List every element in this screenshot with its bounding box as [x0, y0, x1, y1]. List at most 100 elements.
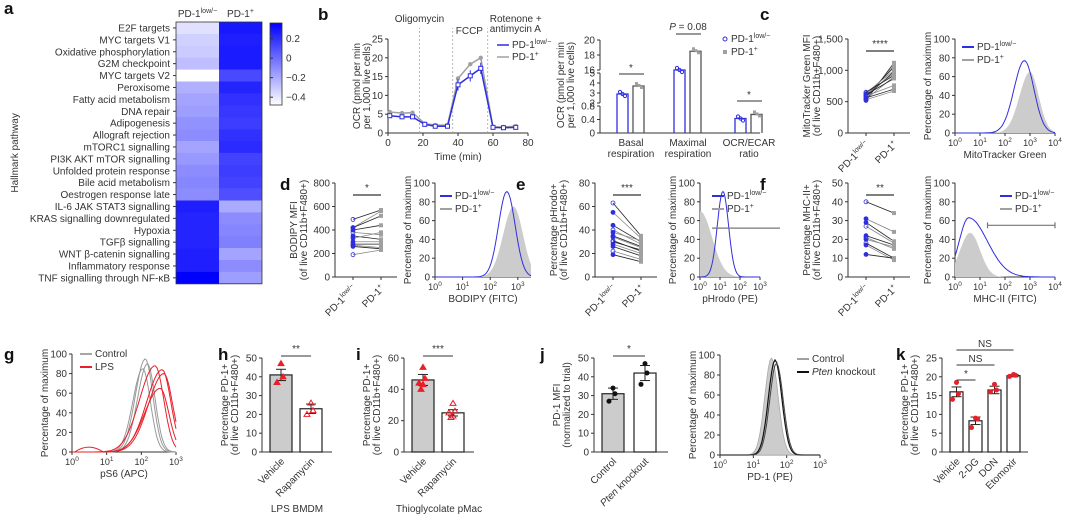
x-tick-label: 101: [100, 456, 114, 467]
tick-exponent: 3: [763, 281, 767, 288]
x-category-label: respiration: [608, 149, 655, 160]
y-tick-label: 18: [584, 51, 596, 62]
tick-exponent: 1: [983, 137, 987, 144]
legend-label: PD-1low/−: [731, 33, 770, 45]
data-point: [863, 199, 869, 205]
label-superscript: +: [889, 283, 897, 291]
bar: [689, 50, 702, 133]
y-axis-label: (of live CD11b+F480+): [230, 355, 241, 455]
significance-label: P = 0.08: [669, 22, 707, 33]
pair-line: [352, 231, 382, 236]
pair-line: [612, 231, 642, 241]
tick-base: 10: [733, 282, 743, 292]
significance-label: **: [876, 183, 884, 194]
panel-label-e: e: [516, 175, 525, 194]
y-tick-label: 60: [939, 216, 951, 227]
heatmap-cell: [176, 271, 219, 285]
pair-line: [865, 254, 895, 259]
data-point: [1013, 372, 1018, 378]
x-category-label: PD-1+: [620, 283, 647, 310]
panel-label-j: j: [539, 345, 545, 364]
pair-line: [352, 244, 382, 249]
data-point: [735, 114, 741, 119]
y-tick-label: 5: [377, 110, 383, 121]
data-point: [677, 67, 682, 73]
data-point: [379, 239, 383, 244]
tick-exponent: 0: [723, 459, 727, 466]
x-category-label: Basal: [618, 138, 643, 149]
y-tick-label: 16: [584, 66, 596, 77]
y-tick-label: 0: [931, 448, 937, 459]
y-tick-label: 40: [684, 235, 696, 246]
tick-exponent: 0: [958, 137, 962, 144]
y-axis-label: PD-1 MFI: [552, 384, 563, 427]
panel-label-i: i: [356, 345, 361, 364]
data-point: [610, 244, 616, 249]
tick-exponent: 0: [75, 456, 79, 463]
y-tick-label: 0.8: [581, 102, 595, 113]
data-point: [447, 413, 455, 421]
histogram-area: [955, 232, 1055, 277]
pair-line: [612, 236, 642, 248]
histogram-area: [700, 211, 760, 277]
data-point: [399, 114, 405, 120]
mhcii-pairs-panel-f: 0 10 20 30 40 50 PD-1low/− PD-1+ ** Percentage MH…: [802, 179, 910, 319]
tick-base: 10: [713, 460, 723, 470]
x-category-label: OCR/ECAR: [723, 138, 776, 149]
legend-label: Pten knockout: [812, 367, 876, 378]
y-axis-label: OCR (pmol per min: [556, 42, 567, 128]
y-tick-label: 80: [419, 197, 431, 208]
data-point: [679, 69, 685, 75]
data-point: [697, 51, 700, 55]
data-point: [467, 73, 473, 79]
significance-label: NS: [969, 354, 983, 365]
heatmap-row-label: DNA repair: [121, 107, 171, 118]
y-tick-label: 80: [684, 197, 696, 208]
pair-line: [865, 242, 895, 259]
bar: [673, 69, 686, 133]
y-tick-label: 40: [578, 372, 590, 383]
data-point: [279, 372, 287, 380]
heatmap-cell: [219, 117, 262, 130]
data-point: [309, 406, 317, 414]
data-point: [635, 82, 638, 85]
y-tick-label: 4: [589, 79, 595, 90]
pair-line: [612, 202, 642, 237]
y-tick-label: 400: [313, 226, 330, 237]
y-tick-label: 10: [832, 254, 844, 265]
pair-line: [352, 246, 382, 250]
significance-label: *: [964, 369, 968, 380]
data-point: [622, 93, 628, 99]
label-base: PD-1: [977, 55, 1000, 66]
label-base: PD-1: [512, 52, 535, 63]
tick-base: 10: [973, 282, 983, 292]
data-point: [758, 114, 761, 118]
heatmap-border: [175, 21, 263, 285]
y-tick-label: 30: [832, 216, 844, 227]
pair-line: [865, 235, 895, 246]
histogram-area: [435, 206, 531, 277]
y-tick-label: 0: [424, 273, 430, 284]
label-superscript: +: [478, 203, 482, 210]
heatmap-cell: [219, 212, 262, 225]
tick-exponent: 0: [958, 281, 962, 288]
significance-label: *: [627, 344, 631, 355]
label-superscript: low/−: [754, 33, 771, 40]
mitotracker-pairs-panel-c: 0 500 1,000 1,500 PD-1low/− PD-1+ **** MitoTrac…: [802, 35, 910, 175]
heatmap-cell: [176, 33, 219, 47]
heatmap-cell: [219, 271, 262, 285]
pair-line: [612, 254, 642, 263]
y-tick-label: 100: [698, 351, 715, 362]
data-point: [421, 374, 429, 381]
x-tick-label: 102: [998, 281, 1012, 292]
y-tick-label: 60: [579, 202, 591, 213]
x-axis-label: PD-1 (PE): [747, 472, 793, 483]
data-point: [419, 380, 427, 388]
tick-exponent: 4: [1058, 281, 1062, 288]
data-point: [513, 124, 519, 130]
significance-label: *: [629, 63, 633, 74]
y-tick-label: 100: [50, 350, 67, 361]
x-tick-label: 40: [452, 138, 464, 149]
